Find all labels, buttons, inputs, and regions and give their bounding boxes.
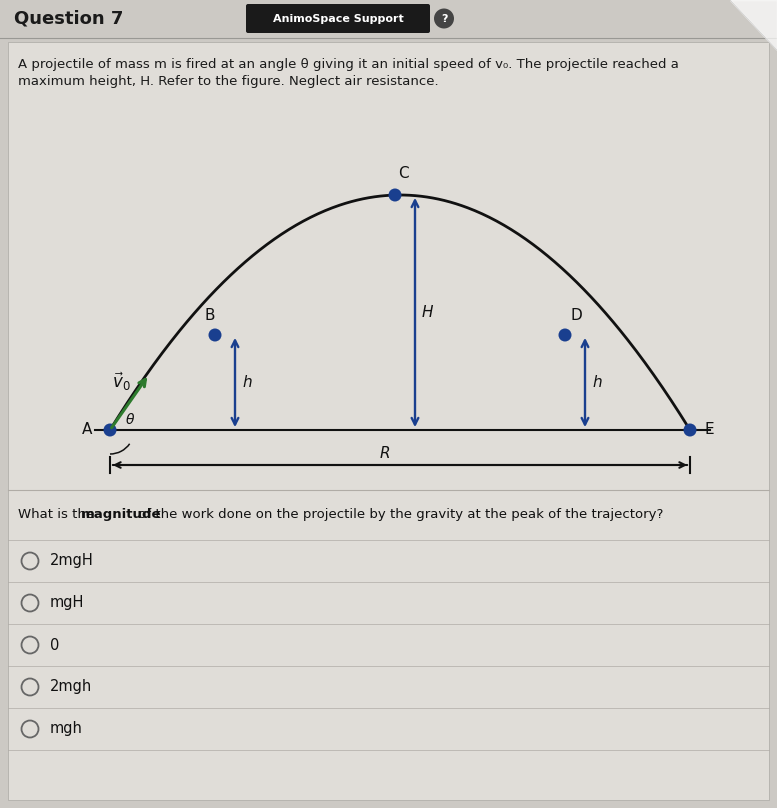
- Text: mgh: mgh: [50, 722, 83, 737]
- Text: $\vec{v}_0$: $\vec{v}_0$: [112, 371, 131, 393]
- Text: B: B: [205, 308, 215, 323]
- Circle shape: [434, 9, 454, 28]
- Text: H: H: [422, 305, 434, 320]
- Circle shape: [388, 188, 402, 201]
- Text: ?: ?: [441, 14, 448, 23]
- Text: $\theta$: $\theta$: [125, 413, 135, 427]
- Text: D: D: [570, 308, 582, 323]
- Polygon shape: [730, 0, 777, 50]
- Circle shape: [208, 329, 221, 342]
- Text: 2mgh: 2mgh: [50, 680, 92, 695]
- Text: A: A: [82, 423, 92, 437]
- Text: maximum height, H. Refer to the figure. Neglect air resistance.: maximum height, H. Refer to the figure. …: [18, 75, 439, 88]
- Text: What is the: What is the: [18, 508, 99, 521]
- Text: magnitude: magnitude: [82, 508, 162, 521]
- Text: R: R: [380, 446, 390, 461]
- Circle shape: [684, 423, 696, 436]
- Text: Question 7: Question 7: [14, 10, 124, 28]
- Text: E: E: [704, 423, 713, 437]
- Text: 2mgH: 2mgH: [50, 553, 94, 569]
- Text: AnimoSpace Support: AnimoSpace Support: [273, 14, 403, 23]
- FancyBboxPatch shape: [246, 4, 430, 33]
- Text: of the work done on the projectile by the gravity at the peak of the trajectory?: of the work done on the projectile by th…: [134, 508, 664, 521]
- Text: h: h: [592, 375, 601, 390]
- Text: mgH: mgH: [50, 595, 85, 611]
- Bar: [0, 0, 777, 38]
- Text: 0: 0: [50, 638, 59, 653]
- Circle shape: [103, 423, 117, 436]
- Circle shape: [559, 329, 572, 342]
- Text: C: C: [398, 166, 409, 181]
- Text: A projectile of mass m is fired at an angle θ giving it an initial speed of v₀. : A projectile of mass m is fired at an an…: [18, 58, 679, 71]
- Text: h: h: [242, 375, 252, 390]
